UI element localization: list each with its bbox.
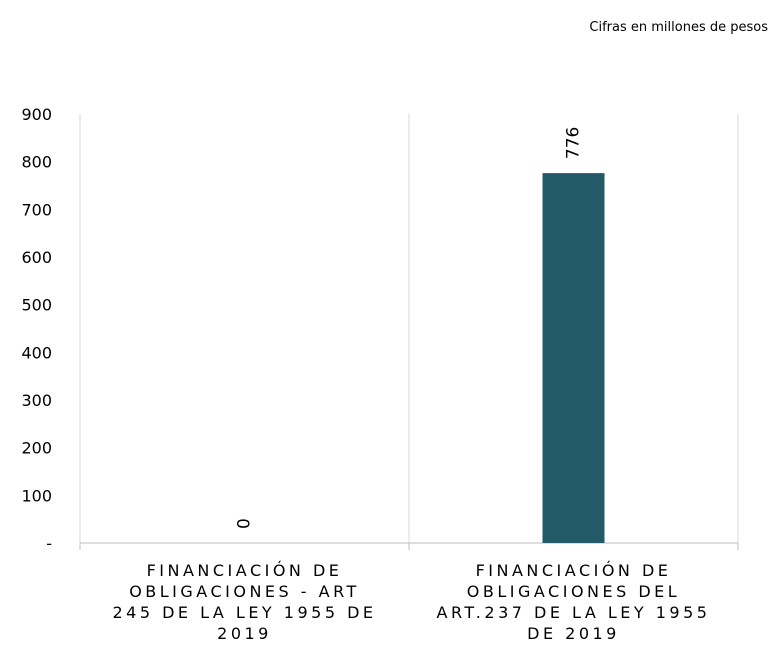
y-tick-label: 700 [21,200,52,219]
y-tick-label: 600 [21,248,52,267]
y-tick-label: 400 [21,343,52,362]
bar [542,173,605,543]
y-tick-label: 800 [21,153,52,172]
data-label: 0 [235,518,255,529]
data-label: 776 [564,127,584,159]
y-tick-label: 900 [21,105,52,124]
x-category-label: FINANCIACIÓN DE OBLIGACIONES DEL ART.237… [436,561,711,643]
y-tick-label: 100 [21,486,52,505]
y-tick-label: 500 [21,296,52,315]
units-note: Cifras en millones de pesos [589,20,768,35]
y-tick-label: 300 [21,391,52,410]
y-tick-label: - [46,534,52,553]
y-tick-label: 200 [21,439,52,458]
x-category-label: FINANCIACIÓN DE OBLIGACIONES - ART 245 D… [112,561,377,643]
